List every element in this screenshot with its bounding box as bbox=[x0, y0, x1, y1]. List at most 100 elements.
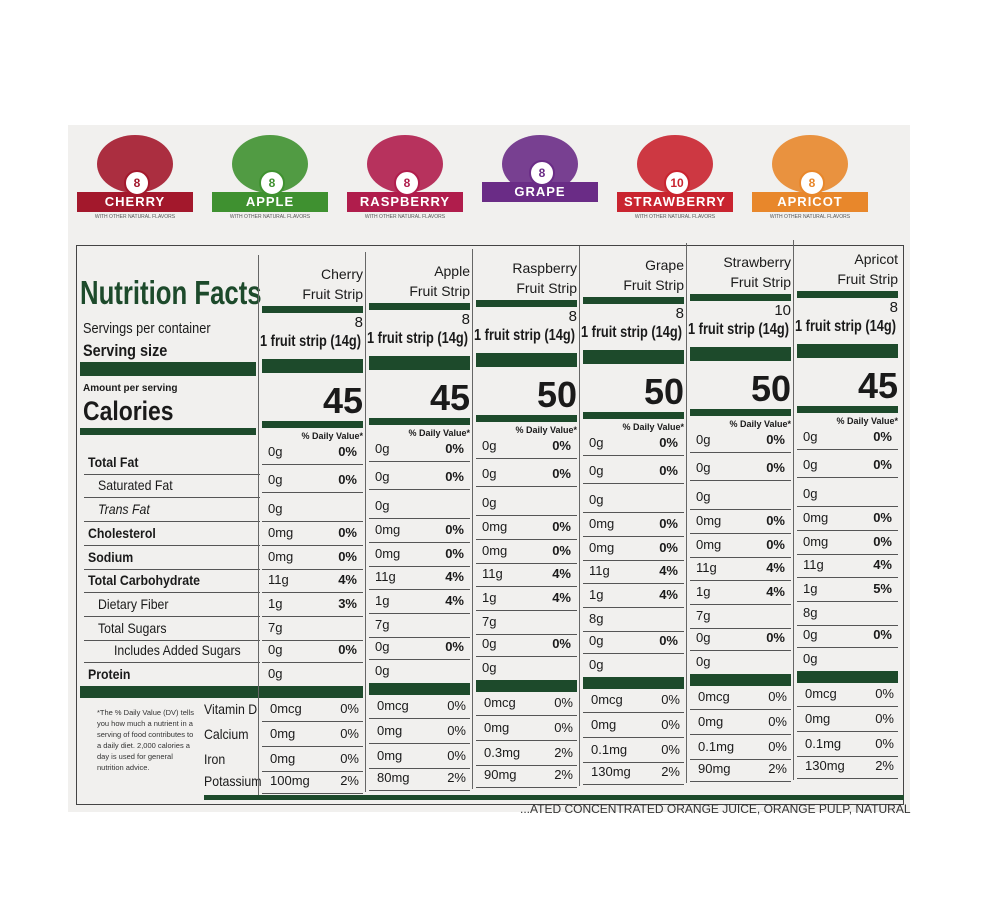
amount: 0mcg bbox=[698, 689, 730, 704]
serving-size: 1 fruit strip (14g) bbox=[260, 333, 361, 350]
mid-bar bbox=[262, 421, 363, 428]
row-line bbox=[84, 640, 260, 641]
flavor-note: WITH OTHER NATURAL FLAVORS bbox=[94, 214, 176, 220]
vitamin-label: Potassium bbox=[204, 773, 262, 789]
amount: 100mg bbox=[270, 773, 310, 788]
flavor-badge: APRICOT bbox=[752, 192, 868, 212]
column-name: Grape bbox=[645, 257, 684, 273]
daily-value: 2% bbox=[768, 761, 787, 776]
mid-bar bbox=[369, 418, 470, 425]
bottom-bar bbox=[204, 795, 904, 800]
row-line bbox=[583, 784, 684, 785]
calories-label: Calories bbox=[83, 396, 174, 426]
amount: 0.1mg bbox=[805, 736, 842, 751]
column-suffix: Fruit Strip bbox=[730, 274, 791, 290]
amount: 11g bbox=[696, 560, 717, 575]
flavor-note: WITH OTHER NATURAL FLAVORS bbox=[364, 214, 446, 220]
row-line bbox=[476, 634, 577, 635]
daily-value: 0% bbox=[873, 534, 892, 549]
amount: 7g bbox=[482, 614, 497, 629]
flavor-badge: STRAWBERRY bbox=[617, 192, 733, 212]
row-line bbox=[262, 793, 363, 794]
amount: 11g bbox=[589, 563, 610, 578]
vitamin-label: Iron bbox=[204, 751, 226, 767]
row-line bbox=[797, 778, 898, 779]
column-divider bbox=[258, 255, 259, 795]
serving-size: 1 fruit strip (14g) bbox=[688, 321, 789, 338]
amount: 0mg bbox=[482, 543, 508, 558]
flavor-badge: APPLE bbox=[212, 192, 328, 212]
flavor-count: 8 bbox=[394, 170, 420, 196]
row-line bbox=[476, 586, 577, 587]
serving-size: 1 fruit strip (14g) bbox=[581, 324, 682, 341]
daily-value: 0% bbox=[552, 466, 571, 481]
row-line bbox=[262, 746, 363, 747]
dv-header: % Daily Value* bbox=[729, 419, 791, 429]
amount: 0g bbox=[803, 457, 818, 472]
daily-value: 0% bbox=[875, 736, 894, 751]
flavor-badge: CHERRY bbox=[77, 192, 193, 212]
row-line bbox=[476, 563, 577, 564]
column-name: Strawberry bbox=[723, 254, 791, 270]
daily-value: 0% bbox=[766, 630, 785, 645]
amount: 0mg bbox=[698, 714, 724, 729]
row-line bbox=[690, 604, 791, 605]
row-line bbox=[797, 601, 898, 602]
amount: 0mg bbox=[375, 522, 401, 537]
mid-bar bbox=[583, 412, 684, 419]
amount: 0mg bbox=[270, 751, 296, 766]
thick-bar bbox=[797, 344, 898, 358]
servings: 8 bbox=[889, 299, 898, 316]
dv-header: % Daily Value* bbox=[622, 422, 684, 432]
row-line bbox=[583, 712, 684, 713]
amount: 8g bbox=[803, 605, 818, 620]
thick-bar bbox=[262, 359, 363, 373]
daily-value: 0% bbox=[445, 639, 464, 654]
row-line bbox=[476, 740, 577, 741]
calories: 50 bbox=[750, 368, 791, 409]
facts-title: Nutrition Facts bbox=[80, 274, 262, 311]
amount: 0g bbox=[482, 438, 497, 453]
daily-value: 0% bbox=[340, 726, 359, 741]
daily-value: 0% bbox=[552, 543, 571, 558]
amount: 0mg bbox=[375, 546, 401, 561]
daily-value: 0% bbox=[768, 689, 787, 704]
daily-value: 0% bbox=[338, 472, 357, 487]
mid-bar bbox=[476, 415, 577, 422]
row-line bbox=[84, 662, 260, 663]
row-line bbox=[797, 449, 898, 450]
row-line bbox=[369, 768, 470, 769]
amount: 90mg bbox=[698, 761, 731, 776]
amount: 0g bbox=[696, 460, 711, 475]
thick-bar bbox=[690, 347, 791, 361]
thick-bar bbox=[476, 300, 577, 307]
thick-bar bbox=[583, 350, 684, 364]
daily-value: 0% bbox=[766, 460, 785, 475]
row-line bbox=[583, 762, 684, 763]
row-line bbox=[84, 592, 260, 593]
thick-bar bbox=[690, 294, 791, 301]
daily-value: 0% bbox=[445, 546, 464, 561]
row-line bbox=[262, 592, 363, 593]
daily-value: 0% bbox=[554, 720, 573, 735]
thick-bar bbox=[262, 306, 363, 313]
nutrient-label: Total Fat bbox=[88, 454, 139, 470]
amount: 7g bbox=[696, 608, 711, 623]
row-line bbox=[476, 715, 577, 716]
amount: 0mcg bbox=[377, 698, 409, 713]
daily-value: 0% bbox=[445, 522, 464, 537]
amount: 0g bbox=[268, 642, 283, 657]
amount: 90mg bbox=[484, 767, 517, 782]
flavor-count: 8 bbox=[529, 160, 555, 186]
row-line bbox=[369, 518, 470, 519]
row-line bbox=[262, 721, 363, 722]
row-line bbox=[369, 637, 470, 638]
amount: 0g bbox=[803, 486, 818, 501]
row-line bbox=[690, 509, 791, 510]
row-line bbox=[797, 731, 898, 732]
protein-bar bbox=[690, 674, 791, 686]
row-line bbox=[583, 607, 684, 608]
daily-value: 0% bbox=[661, 692, 680, 707]
daily-value: 0% bbox=[338, 642, 357, 657]
thick-bar bbox=[797, 291, 898, 298]
